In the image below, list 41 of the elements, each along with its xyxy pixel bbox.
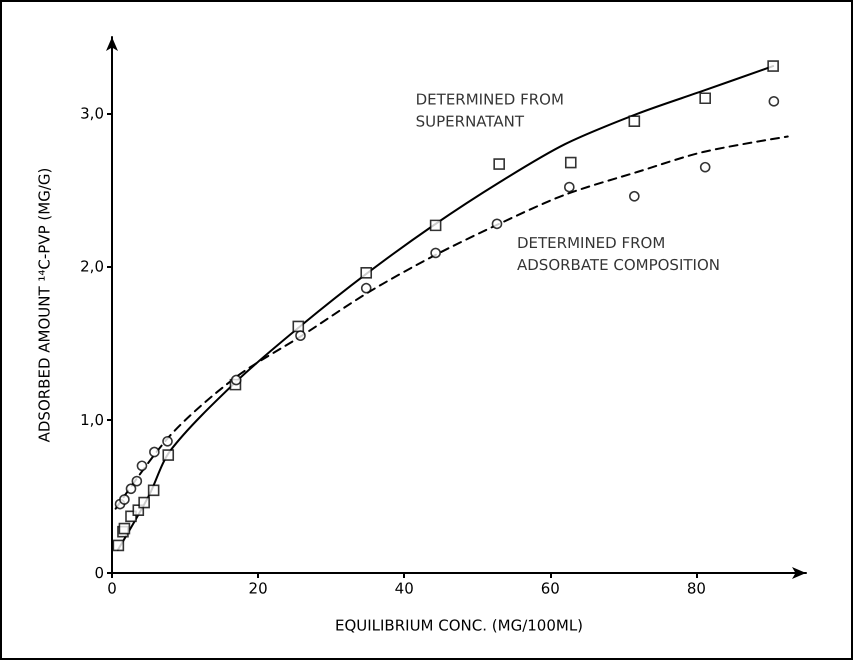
x-tick-label: 20 <box>248 580 268 598</box>
point <box>149 446 160 458</box>
point <box>136 460 148 472</box>
y-tick-label: 0 <box>94 564 104 582</box>
point <box>430 248 441 258</box>
point <box>162 436 173 447</box>
point <box>112 540 124 552</box>
point <box>126 483 136 494</box>
point <box>138 496 150 508</box>
y-tick-label: 3,0 <box>80 104 104 123</box>
point <box>118 522 130 534</box>
point <box>162 449 174 461</box>
point <box>492 218 502 230</box>
point <box>767 60 779 72</box>
point <box>292 320 304 332</box>
series-label: DETERMINED FROM SUPERNATANT <box>416 90 569 130</box>
point <box>629 190 640 202</box>
point <box>700 162 710 172</box>
point <box>430 220 442 232</box>
point <box>768 96 780 107</box>
point <box>564 182 575 192</box>
x-tick-label: 40 <box>394 580 414 598</box>
point <box>132 476 142 486</box>
x-tick-label: 80 <box>686 580 706 598</box>
series-label: DETERMINED FROM ADSORBATE COMPOSITION <box>516 234 720 274</box>
y-axis-title: ADSORBED AMOUNT ¹⁴C-PVP (MG/G) <box>36 168 54 442</box>
point <box>493 158 505 170</box>
point <box>628 115 640 128</box>
point <box>148 484 160 496</box>
point <box>360 282 372 294</box>
x-tick-label: 60 <box>540 580 560 598</box>
point <box>230 374 242 386</box>
x-tick-label: 0 <box>107 580 117 598</box>
point <box>699 92 711 104</box>
x-axis-title: EQUILIBRIUM CONC. (MG/100ML) <box>334 616 584 634</box>
y-tick-label: 1,0 <box>80 410 104 429</box>
point <box>360 267 372 279</box>
point <box>564 156 577 168</box>
point <box>119 494 130 505</box>
point <box>295 330 306 341</box>
y-tick-label: 2,0 <box>80 258 104 276</box>
